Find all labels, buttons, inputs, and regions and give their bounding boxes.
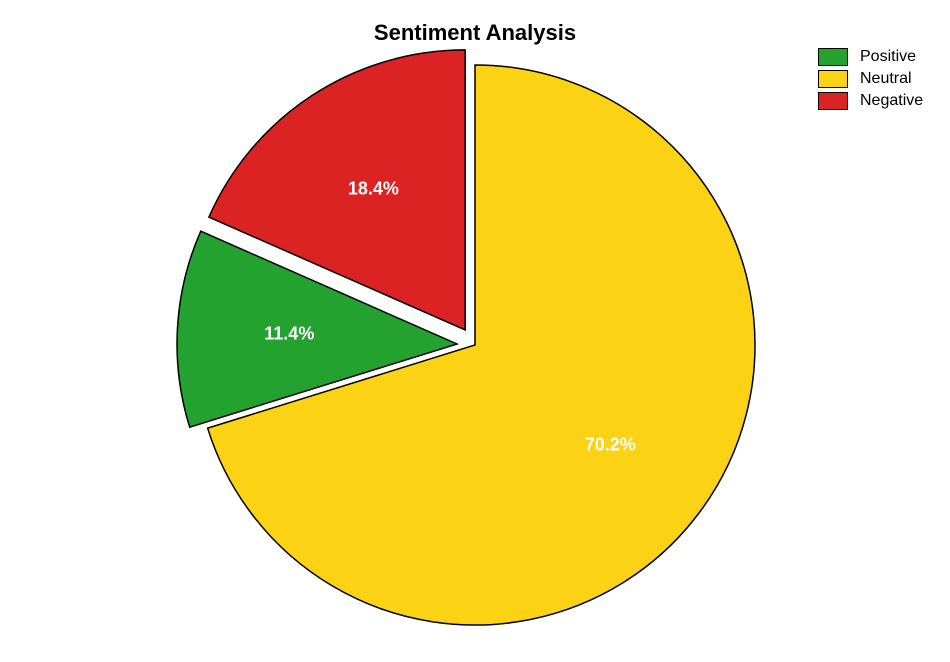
pie-svg <box>0 0 950 662</box>
legend-item-positive: Positive <box>818 48 923 66</box>
legend-label: Neutral <box>860 70 912 88</box>
legend-swatch-neutral <box>818 70 848 88</box>
sentiment-pie-chart: Sentiment Analysis 70.2%11.4%18.4% Posit… <box>0 0 950 662</box>
legend-label: Positive <box>860 48 916 66</box>
legend-swatch-positive <box>818 48 848 66</box>
slice-label-positive: 11.4% <box>264 324 314 345</box>
legend-swatch-negative <box>818 92 848 110</box>
slice-label-neutral: 70.2% <box>585 434 636 455</box>
legend-label: Negative <box>860 92 923 110</box>
legend-item-negative: Negative <box>818 92 923 110</box>
legend: Positive Neutral Negative <box>818 48 923 114</box>
slice-label-negative: 18.4% <box>348 179 399 200</box>
legend-item-neutral: Neutral <box>818 70 923 88</box>
